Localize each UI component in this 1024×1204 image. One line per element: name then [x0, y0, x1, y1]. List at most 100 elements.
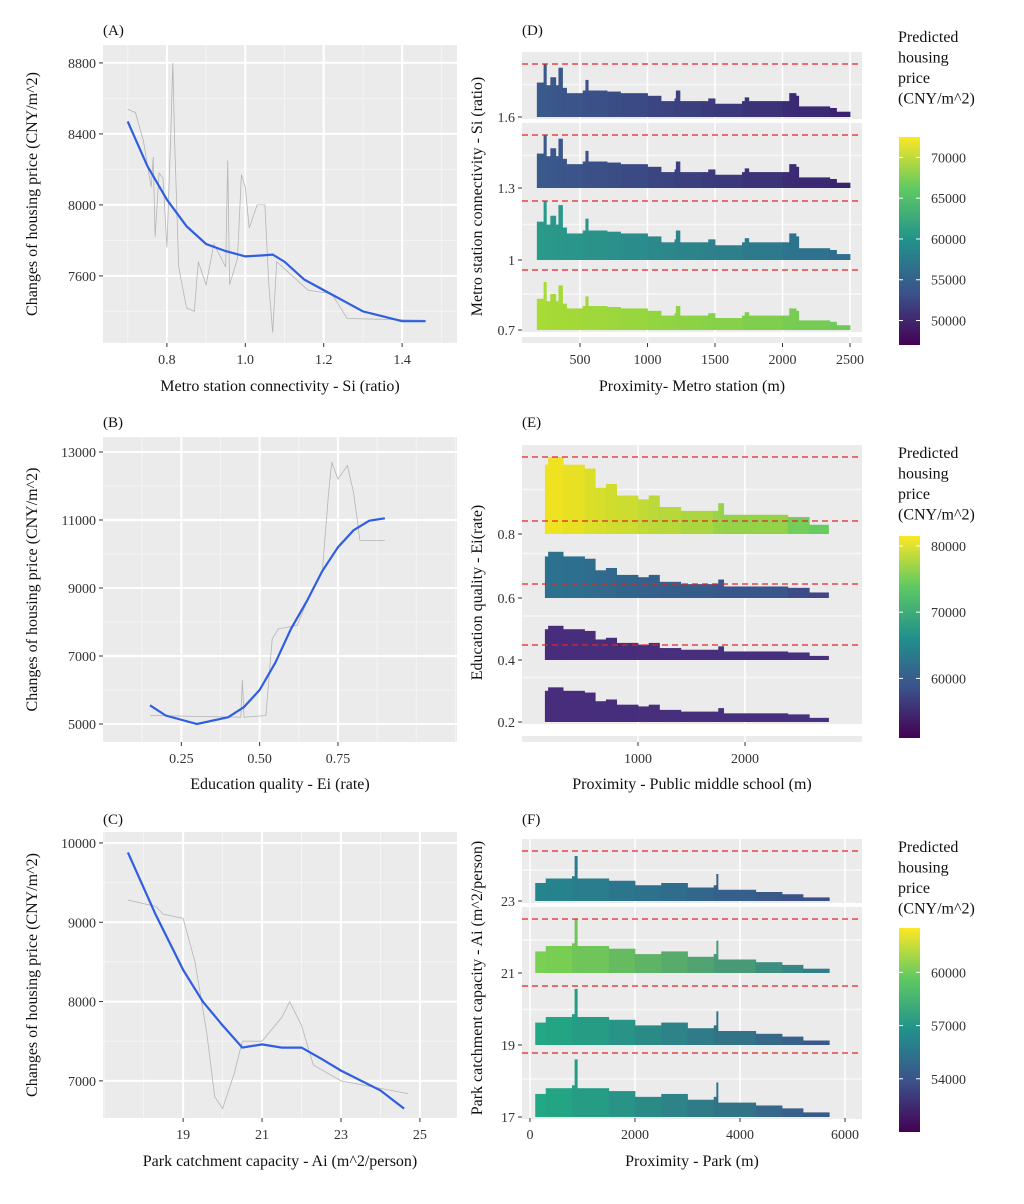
facet-area-bar	[795, 166, 800, 188]
x-tick-label: 1000	[634, 353, 662, 368]
facet-area-bar	[544, 556, 549, 598]
facet-area-bar	[605, 483, 618, 534]
facet-area-bar	[718, 708, 725, 722]
facet-area-bar	[659, 507, 682, 534]
x-tick-label: 1000	[624, 752, 652, 767]
facet-area-bar	[535, 951, 547, 973]
facet-area-bar	[713, 954, 717, 973]
facet-area-bar	[620, 233, 648, 260]
facet-area-bar	[661, 1093, 688, 1117]
facet-area-bar	[535, 1022, 547, 1045]
facet-area-bar	[708, 239, 716, 260]
facet-area-bar	[742, 101, 746, 117]
facet-area-bar	[802, 1040, 830, 1045]
facet-area-bar	[605, 567, 618, 598]
facet-area-bar	[548, 625, 564, 660]
facet-area-bar	[648, 574, 660, 598]
facet-area-bar	[558, 205, 563, 260]
facet-area-bar	[648, 495, 660, 534]
facet-area-bar	[748, 242, 783, 260]
facet-area-bar	[715, 245, 743, 260]
facet-area-bar	[836, 111, 851, 117]
legend-title: (CNY/m^2)	[898, 901, 975, 918]
facet-area-bar	[789, 308, 797, 330]
facet-area-bar	[545, 946, 573, 973]
facet-area-bar	[723, 713, 789, 722]
facet-area-bar	[605, 637, 618, 660]
y-tick-label: 21	[501, 967, 515, 982]
y-tick-label: 7000	[68, 1075, 96, 1090]
facet-area-bar	[571, 1014, 576, 1045]
facet-area-bar	[545, 878, 573, 901]
panel-d: 500 1000 1500 2000 2500 1.6 1.3 1 0.7 (D) Proximit…	[469, 23, 975, 395]
x-tick-label: 0.50	[247, 752, 272, 767]
facet-area-bar	[836, 254, 851, 260]
facet-area-bar	[647, 166, 662, 188]
facet-area-bar	[605, 699, 618, 722]
panel-label: (D)	[522, 23, 543, 39]
legend-title: Predicted	[898, 839, 958, 856]
facet-area-bar	[748, 101, 783, 117]
legend-title: (CNY/m^2)	[898, 507, 975, 524]
facet-area-bar	[582, 306, 586, 330]
facet-area-bar	[584, 692, 596, 722]
facet-area-bar	[809, 592, 829, 598]
facet-area-bar	[798, 320, 831, 330]
facet-area-bar	[634, 1096, 662, 1117]
facet-area-bar	[535, 883, 547, 901]
facet-area-bar	[548, 687, 564, 722]
y-tick-label: 1	[508, 254, 515, 269]
facet-area-bar	[789, 93, 797, 117]
facet-area-bar	[608, 1019, 636, 1045]
facet-area-bar	[748, 172, 783, 188]
facet-area-bar	[550, 77, 557, 117]
facet-area-bar	[787, 587, 810, 598]
x-axis-title: Education quality - Ei (rate)	[190, 776, 369, 793]
y-tick-label: 8800	[68, 57, 96, 72]
facet-area-bar	[687, 956, 715, 973]
facet-area-bar	[595, 701, 607, 722]
facet-area-bar	[647, 310, 662, 330]
facet-area-bar	[687, 1099, 715, 1117]
panel-c: 19 21 23 25 7000 8000 9000 10000 (C) Park catchme…	[24, 812, 457, 1170]
facet-area-bar	[718, 646, 725, 660]
facet-area-bar	[674, 169, 677, 188]
legend-title: housing	[898, 50, 949, 67]
facet-area-bar	[661, 951, 688, 973]
legend-title: housing	[898, 860, 949, 877]
facet-area-bar	[563, 464, 585, 534]
plot-background	[103, 832, 457, 1118]
x-tick-label: 0	[526, 1128, 533, 1143]
legend-title: (CNY/m^2)	[898, 91, 975, 108]
colorbar-tick-label: 54000	[931, 1073, 966, 1088]
facet-area-bar	[634, 1025, 662, 1045]
facet-area-bar	[536, 298, 544, 330]
facet-area-bar	[717, 1102, 757, 1117]
facet-area-bar	[716, 874, 719, 901]
facet-area-bar	[562, 303, 567, 330]
facet-area-bar	[795, 236, 800, 260]
facet-background	[522, 337, 862, 343]
colorbar	[899, 928, 920, 1132]
facet-area-bar	[543, 135, 547, 188]
facet-area-bar	[585, 218, 589, 260]
facet-area-bar	[680, 510, 714, 534]
facet-area-bar	[647, 236, 662, 260]
x-tick-label: 2500	[836, 353, 864, 368]
raw-pdp-line	[127, 62, 426, 333]
facet-area-bar	[536, 153, 544, 188]
facet-area-bar	[789, 164, 797, 188]
facet-area-bar	[744, 312, 750, 330]
facet-area-bar	[674, 313, 677, 330]
facet-area-bar	[582, 90, 586, 117]
facet-area-bar	[607, 306, 621, 330]
panel-e: 1000 2000 0.8 0.6 0.4 0.2 (E) Proximity - Publi…	[469, 415, 975, 793]
y-tick-label: 19	[501, 1039, 515, 1054]
facet-area-bar	[716, 940, 719, 973]
facet-area-bar	[543, 282, 547, 330]
smoothed-line	[149, 517, 386, 726]
facet-area-bar	[712, 711, 719, 722]
facet-area-bar	[584, 630, 596, 660]
facet-area-bar	[701, 172, 709, 188]
facet-area-bar	[661, 883, 688, 901]
